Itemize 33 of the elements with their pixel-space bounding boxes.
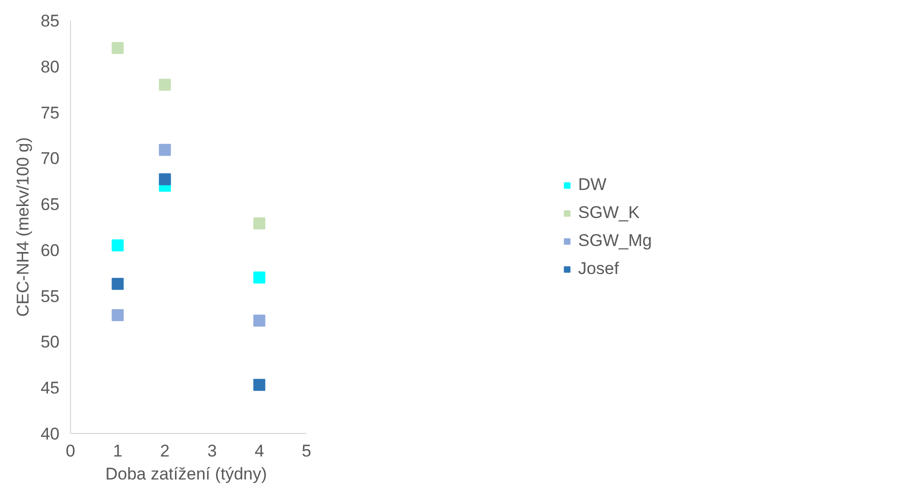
x-tick-label: 2: [160, 442, 170, 460]
point: [112, 278, 124, 290]
y-axis-title: CEC-NH4 (mekv/100 g): [14, 137, 33, 317]
y-tick-label: 75: [40, 103, 60, 122]
point: [253, 314, 266, 327]
y-tick-label: 40: [40, 424, 60, 444]
y-tick-label: 70: [40, 149, 60, 168]
y-tick-label: 85: [40, 12, 60, 30]
legend-label: DW: [578, 174, 606, 194]
legend-label: SGW_Mg: [578, 230, 652, 250]
point: [112, 309, 124, 322]
x-axis-title: Doba zatížení (týdny): [105, 464, 267, 484]
x-tick-label: 4: [254, 442, 264, 460]
x-tick-label: 0: [66, 442, 76, 460]
y-tick-label: 80: [40, 57, 60, 76]
y-tick-label: 45: [40, 378, 60, 398]
point: [112, 239, 124, 252]
y-tick-label: 65: [40, 195, 60, 214]
point: [253, 271, 266, 284]
point: [112, 42, 124, 54]
point: [253, 378, 266, 391]
point: [158, 78, 171, 91]
x-tick-label: 1: [112, 442, 122, 460]
legend-label: SGW_K: [578, 202, 640, 222]
legend-label: Josef: [578, 258, 619, 278]
y-tick-label: 60: [40, 240, 60, 260]
x-tick-label: 3: [207, 442, 217, 460]
x-tick-label: 5: [302, 442, 312, 460]
y-tick-label: 55: [40, 286, 60, 306]
y-tick-label: 50: [40, 332, 60, 352]
point: [253, 217, 266, 230]
point: [158, 144, 171, 156]
point: [158, 173, 171, 186]
